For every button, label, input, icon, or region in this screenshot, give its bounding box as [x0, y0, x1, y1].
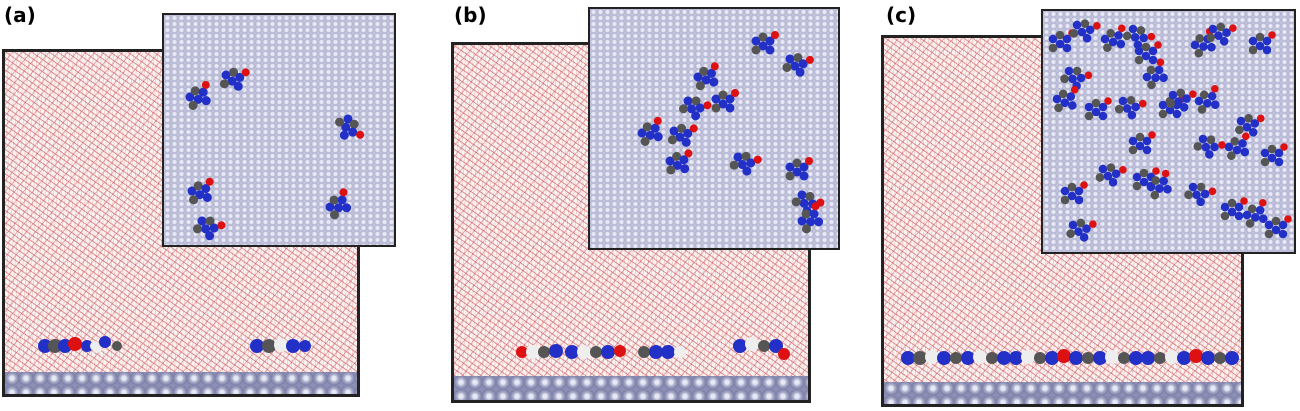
molecule	[751, 31, 779, 55]
molecule	[664, 149, 695, 175]
molecule	[1191, 83, 1225, 115]
molecule	[185, 177, 217, 206]
panel-c-top-view	[1041, 9, 1296, 254]
molecule	[1260, 143, 1288, 167]
molecule	[785, 157, 813, 181]
graphene-slab-side	[5, 372, 357, 394]
molecule	[1084, 97, 1112, 121]
adsorbed-molecules-top	[634, 31, 829, 235]
molecule	[1051, 85, 1082, 113]
molecule	[333, 111, 366, 146]
molecule	[182, 79, 217, 112]
molecule	[1128, 131, 1156, 155]
molecule	[1182, 176, 1218, 210]
adsorbed-molecules-top	[1048, 14, 1292, 244]
molecule	[1068, 14, 1102, 46]
molecule	[667, 120, 699, 149]
side-molecule	[733, 337, 790, 360]
molecule	[1094, 158, 1128, 190]
graphene-slab-side	[884, 382, 1241, 404]
molecule	[691, 61, 724, 92]
side-molecule	[90, 336, 122, 351]
molecule	[1222, 131, 1255, 161]
adsorbed-molecules-side	[38, 336, 311, 353]
side-molecule	[638, 345, 686, 359]
molecule	[1060, 181, 1088, 205]
molecule	[1191, 128, 1228, 163]
panel-label-b: (b)	[454, 3, 487, 27]
molecule	[219, 64, 251, 93]
graphene-slab-side	[454, 376, 808, 400]
molecule	[321, 186, 357, 221]
molecule	[1264, 215, 1292, 239]
molecule	[1234, 110, 1266, 139]
molecule	[728, 146, 764, 179]
molecule	[191, 210, 227, 245]
side-molecule	[250, 338, 311, 353]
side-molecule	[516, 344, 563, 359]
side-molecule	[565, 345, 626, 359]
panel-a-top-view	[162, 13, 396, 247]
panel-label-c: (c)	[886, 3, 917, 27]
side-molecule-layer	[901, 349, 1239, 365]
adsorbed-molecules-side	[516, 337, 790, 360]
molecule	[1248, 31, 1276, 55]
molecule	[1065, 214, 1098, 244]
panel-label-a: (a)	[4, 3, 36, 27]
molecule	[677, 90, 713, 125]
molecule	[781, 48, 816, 80]
molecule	[1113, 90, 1148, 123]
panel-b-top-view	[588, 7, 840, 250]
adsorbed-molecules-side	[901, 349, 1239, 365]
adsorbed-molecules-top	[182, 64, 366, 245]
molecule	[711, 89, 739, 113]
molecule	[634, 115, 669, 148]
